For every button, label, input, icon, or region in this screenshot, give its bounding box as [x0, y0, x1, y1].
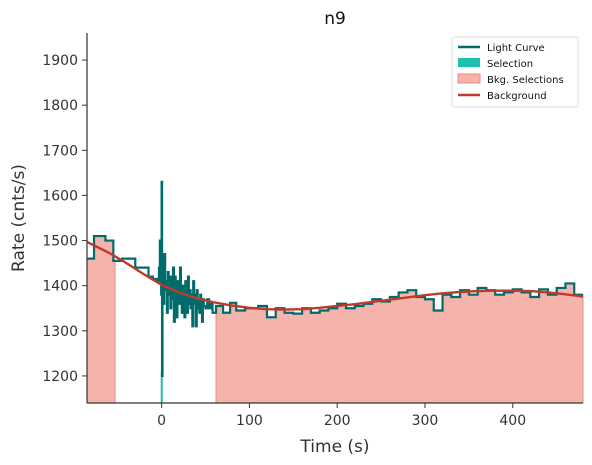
light-curve-layer	[87, 180, 583, 378]
bkg-selection-1	[215, 282, 584, 404]
background-model-series	[86, 240, 584, 311]
y-tick-label: 1600	[42, 188, 78, 204]
x-tick-label: 0	[157, 413, 166, 429]
x-tick-label: 300	[412, 413, 439, 429]
light-curve-series	[87, 180, 583, 378]
bkg-selection-0	[86, 235, 116, 404]
legend-swatch	[457, 73, 481, 84]
y-ticks: 1200 1300 1400 1500 1600 1700 1800 1900	[42, 53, 87, 385]
legend-label: Bkg. Selections	[487, 75, 564, 86]
y-tick-label: 1400	[42, 279, 78, 295]
selection-region	[160, 371, 163, 403]
chart-title: n9	[324, 9, 346, 29]
y-tick-label: 1200	[42, 369, 78, 385]
legend-label: Selection	[487, 59, 533, 70]
background-model-layer	[86, 240, 584, 311]
legend: Light Curve Selection Bkg. Selections Backg…	[451, 36, 579, 108]
y-tick-label: 1700	[42, 143, 78, 159]
axes-layer	[86, 33, 583, 404]
y-tick-label: 1500	[42, 234, 78, 250]
legend-label: Light Curve	[487, 43, 545, 54]
x-ticks: 0 100 200 300 400	[157, 403, 526, 429]
selection-layer	[160, 371, 163, 403]
x-axis-label: Time (s)	[299, 437, 369, 457]
y-tick-label: 1300	[42, 324, 78, 340]
y-tick-label: 1800	[42, 98, 78, 114]
legend-label: Background	[487, 91, 547, 102]
x-tick-label: 400	[499, 413, 526, 429]
legend-box	[451, 36, 579, 108]
x-tick-label: 100	[236, 413, 263, 429]
y-axis-label: Rate (cnts/s)	[9, 164, 29, 272]
x-tick-label: 200	[324, 413, 351, 429]
legend-swatch	[458, 58, 480, 67]
y-tick-label: 1900	[42, 53, 78, 69]
